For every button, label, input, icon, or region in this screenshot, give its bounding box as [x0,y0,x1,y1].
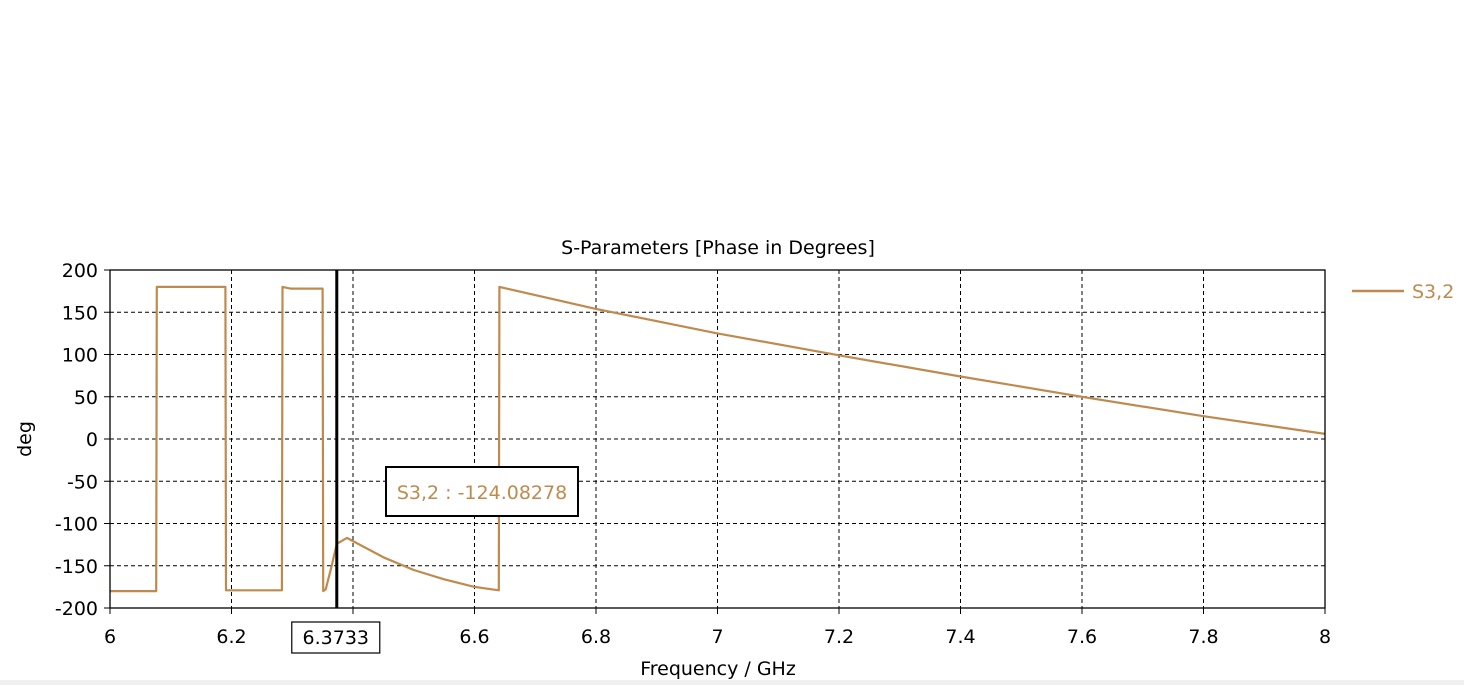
x-tick-label: 7.4 [945,626,975,648]
x-axis-label: Frequency / GHz [640,658,796,680]
y-axis-ticks: 200 150 100 50 0 -50 -100 -150 -200 [55,260,110,620]
x-tick-label: 6 [104,626,116,648]
x-tick-label: 7.8 [1188,626,1218,648]
x-tick-label: 8 [1319,626,1331,648]
y-tick-label: 100 [62,345,98,367]
x-axis-ticks: 6 6.2 6.6 6.8 7 7.2 7.4 7.6 7.8 8 [104,608,1331,648]
y-tick-label: -100 [55,514,98,536]
y-tick-label: -50 [67,471,98,493]
x-tick-label: 7 [711,626,723,648]
marker-annotation-box [385,466,579,517]
legend-label: S3,2 [1412,281,1454,303]
y-tick-label: -200 [55,598,98,620]
y-tick-label: -150 [55,556,98,578]
marker-layer: 6.3733 S3,2 : -124.08278 [291,270,579,654]
series-layer [110,285,1326,593]
y-tick-label: 200 [62,260,98,282]
series-line [110,285,1326,593]
marker-annotation: S3,2 : -124.08278 [397,482,567,504]
x-tick-label: 6.8 [581,626,611,648]
y-axis-label: deg [14,421,36,457]
x-tick-label: 7.2 [824,626,854,648]
x-tick-label: 7.6 [1067,626,1097,648]
x-tick-label: 6.6 [459,626,489,648]
x-tick-label: 6.2 [216,626,246,648]
marker-x-label: 6.3733 [303,627,369,649]
grid [110,270,1325,608]
chart-title: S-Parameters [Phase in Degrees] [561,237,875,259]
marker-x-label-box [291,621,381,654]
y-tick-label: 150 [62,302,98,324]
y-tick-label: 50 [74,387,98,409]
bottom-strip [0,680,1464,685]
y-tick-label: 0 [86,429,98,451]
plot-frame [109,269,1326,609]
legend: S3,2 [1352,281,1454,303]
